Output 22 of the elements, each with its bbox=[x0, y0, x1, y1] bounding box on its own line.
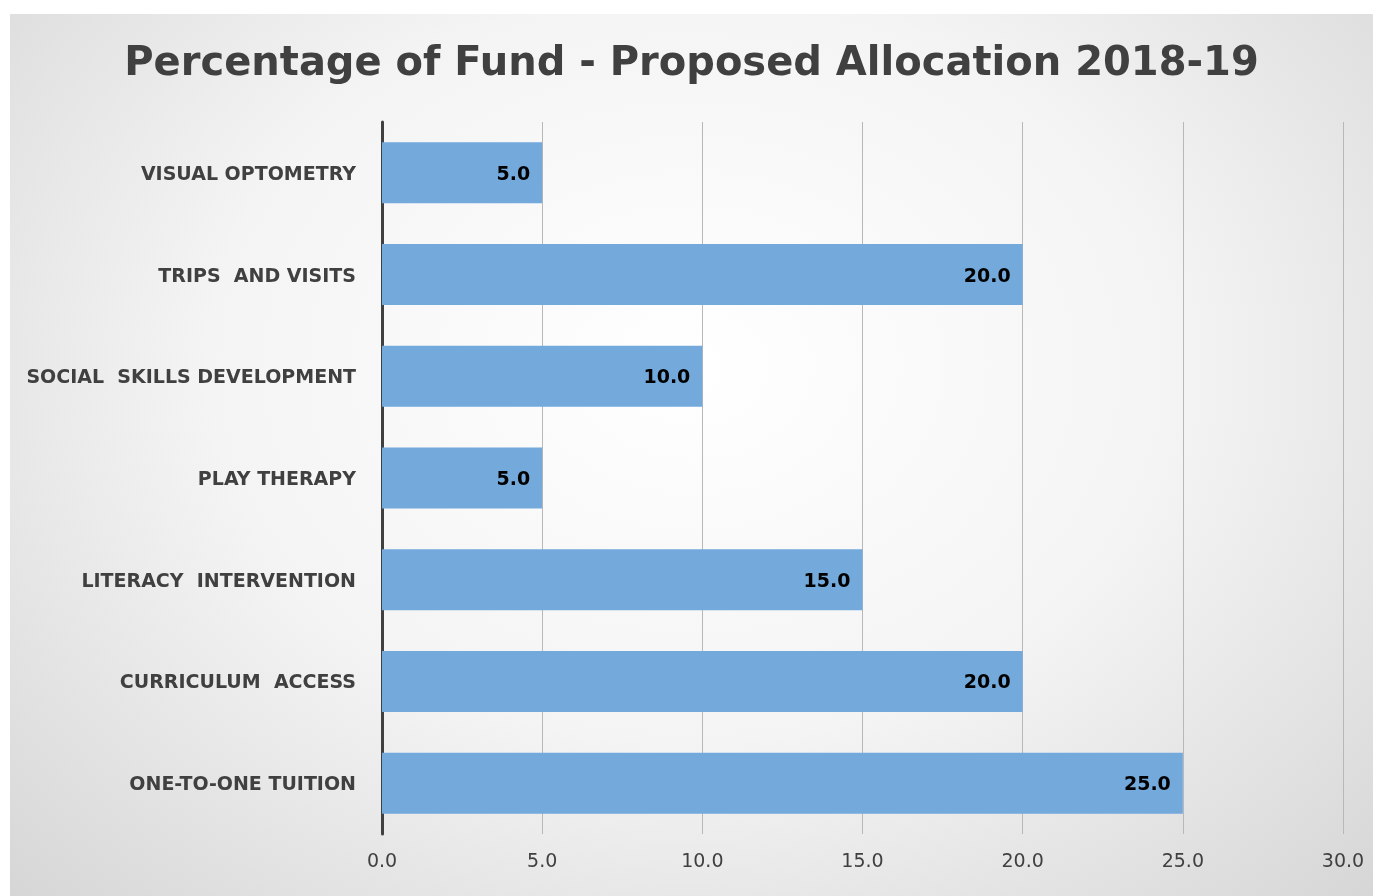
y-tick-label: LITERACY INTERVENTION bbox=[81, 568, 356, 591]
y-tick-label: VISUAL OPTOMETRY bbox=[140, 161, 357, 184]
data-label: 20.0 bbox=[963, 670, 1011, 693]
x-tick-label: 25.0 bbox=[1161, 848, 1204, 871]
x-tick-label: 5.0 bbox=[527, 848, 558, 871]
data-label: 5.0 bbox=[496, 467, 531, 489]
data-label: 5.0 bbox=[496, 161, 531, 184]
chart-title: Percentage of Fund - Proposed Allocation 2018-19 bbox=[124, 38, 1259, 84]
x-tick-label: 10.0 bbox=[681, 848, 724, 871]
x-tick-label: 15.0 bbox=[841, 848, 884, 871]
data-label: 15.0 bbox=[803, 568, 851, 591]
y-tick-label: CURRICULUM ACCESS bbox=[119, 670, 356, 693]
y-tick-label: PLAY THERAPY bbox=[197, 467, 357, 489]
data-label: 10.0 bbox=[643, 365, 691, 388]
y-tick-label: ONE-TO-ONE TUITION bbox=[129, 772, 356, 795]
x-tick-label: 30.0 bbox=[1321, 848, 1365, 871]
x-tick-label: 0.0 bbox=[366, 848, 398, 871]
data-label: 20.0 bbox=[963, 263, 1011, 286]
x-tick-label: 20.0 bbox=[1001, 848, 1044, 871]
data-label: 25.0 bbox=[1123, 772, 1171, 795]
y-tick-label: TRIPS AND VISITS bbox=[158, 263, 356, 286]
y-tick-label: SOCIAL SKILLS DEVELOPMENT bbox=[26, 365, 357, 388]
